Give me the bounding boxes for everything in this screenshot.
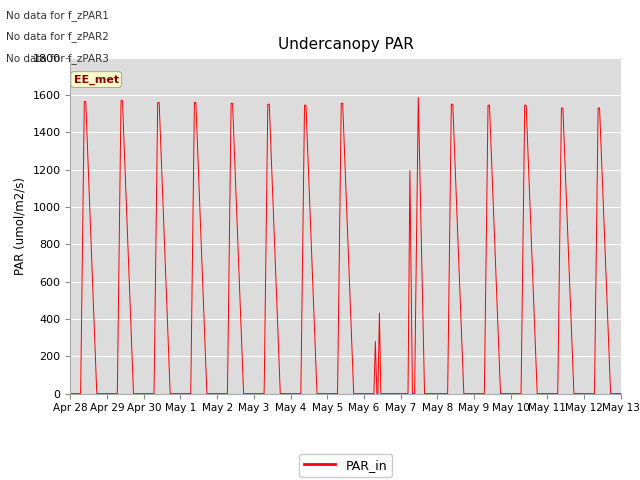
- Text: No data for f_zPAR2: No data for f_zPAR2: [6, 31, 109, 42]
- Legend: PAR_in: PAR_in: [299, 454, 392, 477]
- Text: No data for f_zPAR3: No data for f_zPAR3: [6, 53, 109, 64]
- Title: Undercanopy PAR: Undercanopy PAR: [278, 37, 413, 52]
- Y-axis label: PAR (umol/m2/s): PAR (umol/m2/s): [14, 177, 27, 275]
- Text: No data for f_zPAR1: No data for f_zPAR1: [6, 10, 109, 21]
- Text: EE_met: EE_met: [74, 74, 119, 84]
